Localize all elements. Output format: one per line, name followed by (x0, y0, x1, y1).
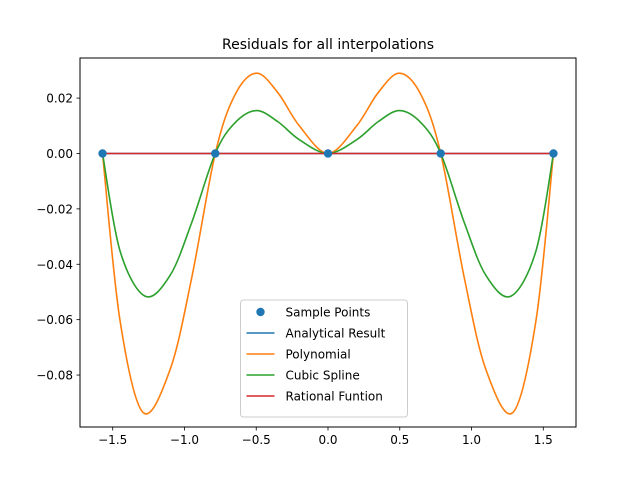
y-tick-label: −0.02 (36, 202, 73, 216)
legend-label-polynomial: Polynomial (286, 348, 351, 362)
x-tick-label: −0.5 (242, 433, 271, 447)
legend-label-cubic-spline: Cubic Spline (286, 369, 360, 383)
sample-point-marker (211, 149, 220, 158)
x-tick-label: −1.5 (98, 433, 127, 447)
x-tick-label: 1.0 (462, 433, 481, 447)
series-layer (98, 72, 558, 415)
legend-label-sample-points: Sample Points (286, 306, 371, 320)
sample-point-marker (98, 149, 107, 158)
sample-point-marker (323, 149, 333, 158)
legend: Sample Points Analytical Result Polynomial… (240, 299, 408, 418)
legend-box (240, 299, 408, 418)
x-axis: −1.5 −1.0 −0.5 0.0 0.5 1.0 1.5 (98, 427, 553, 447)
y-axis: 0.02 0.00 −0.02 −0.04 −0.06 −0.08 (36, 92, 80, 383)
x-tick-label: −1.0 (170, 433, 199, 447)
chart-title: Residuals for all interpolations (222, 37, 434, 53)
legend-label-rational-funtion: Rational Funtion (286, 390, 383, 404)
legend-marker-sample-points (256, 307, 265, 317)
y-tick-label: −0.04 (36, 258, 73, 272)
x-tick-label: 0.0 (318, 433, 337, 447)
y-tick-label: −0.06 (36, 313, 73, 327)
sample-point-marker (436, 149, 445, 158)
legend-label-analytical-result: Analytical Result (286, 327, 386, 341)
x-tick-label: 1.5 (534, 433, 553, 447)
y-tick-label: −0.08 (36, 369, 73, 383)
x-tick-label: 0.5 (390, 433, 409, 447)
sample-point-marker (549, 149, 558, 158)
y-tick-label: 0.00 (46, 147, 73, 161)
y-tick-label: 0.02 (46, 92, 73, 106)
